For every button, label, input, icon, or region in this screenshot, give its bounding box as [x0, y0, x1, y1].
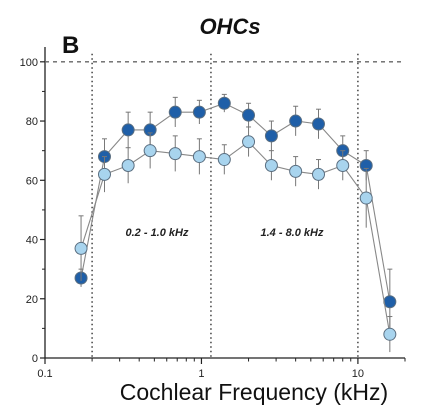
panel-label: B [62, 32, 79, 59]
data-point [217, 96, 231, 110]
data-point [192, 105, 206, 119]
x-tick-label: 1 [198, 368, 204, 380]
data-point [168, 147, 182, 161]
series-1 [74, 93, 397, 335]
data-point [97, 167, 111, 181]
data-point [336, 158, 350, 172]
data-point [121, 158, 135, 172]
data-point [312, 117, 326, 131]
data-point [242, 135, 256, 149]
chart-title: OHCs [199, 14, 260, 39]
y-tick-label: 100 [20, 57, 38, 69]
plot-area [74, 93, 397, 353]
data-point [168, 105, 182, 119]
x-tick-label: 10 [352, 368, 364, 380]
data-point [143, 144, 157, 158]
guides [45, 53, 405, 358]
series-2 [74, 126, 397, 353]
data-point [264, 129, 278, 143]
axes: 0 20 40 60 80 100 0.1 1 10 [20, 47, 406, 380]
y-tick-label: 0 [32, 353, 38, 365]
data-point [264, 158, 278, 172]
x-axis-label: Cochlear Frequency (kHz) [120, 379, 388, 405]
y-tick-label: 40 [26, 235, 38, 247]
data-point [359, 191, 373, 205]
data-point [242, 108, 256, 122]
region-label-high: 1.4 - 8.0 kHz [261, 227, 324, 239]
x-tick-label: 0.1 [37, 368, 52, 380]
data-point [383, 327, 397, 341]
data-point [312, 167, 326, 181]
y-tick-label: 60 [26, 175, 38, 187]
data-point [217, 153, 231, 167]
y-tick-label: 80 [26, 116, 38, 128]
data-point [289, 164, 303, 178]
data-point [192, 150, 206, 164]
y-tick-label: 20 [26, 294, 38, 306]
region-label-low: 0.2 - 1.0 kHz [126, 227, 189, 239]
data-point [383, 295, 397, 309]
data-point [289, 114, 303, 128]
data-point [74, 241, 88, 255]
data-point [121, 123, 135, 137]
